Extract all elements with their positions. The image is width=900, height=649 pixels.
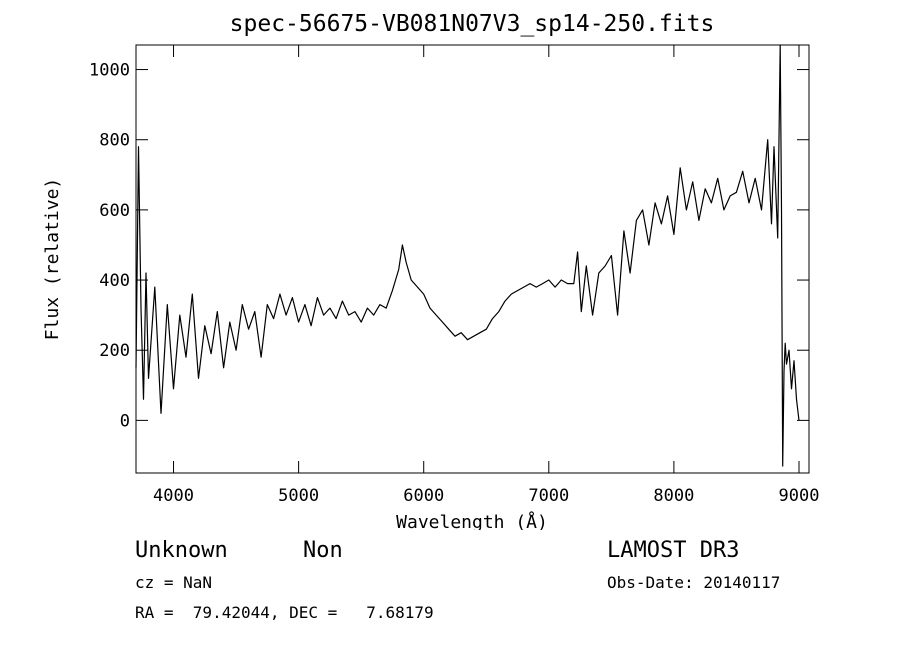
y-tick-label-1000: 1000 [89,61,130,81]
spectrum-plot: spec-56675-VB081N07V3_sp14-250.fits 4000… [42,11,819,530]
x-tick-label-5000: 5000 [278,486,319,506]
obs-date-label: Obs-Date: 20140117 [607,573,781,592]
y-tick-label-400: 400 [99,271,130,291]
x-axis-label: Wavelength (Å) [396,511,548,530]
y-tick-label-200: 200 [99,341,130,361]
y-tick-label-800: 800 [99,131,130,151]
x-tick-label-6000: 6000 [403,486,444,506]
chart-title: spec-56675-VB081N07V3_sp14-250.fits [230,11,715,37]
redshift-label: cz = NaN [135,573,213,592]
axis-tick-labels: 4000 5000 6000 7000 8000 9000 0 200 400 600 800 100… [89,61,819,506]
flux-series-line [135,44,800,467]
x-tick-label-4000: 4000 [153,486,194,506]
subclass-label: Non [303,538,343,563]
plot-frame [135,44,810,474]
axis-ticks [136,45,809,473]
x-tick-label-8000: 8000 [653,486,694,506]
object-class-label: Unknown [135,538,228,563]
coordinates-label: RA = 79.42044, DEC = 7.68179 [135,603,434,622]
x-tick-label-9000: 9000 [779,486,820,506]
survey-label: LAMOST DR3 [607,538,740,563]
y-axis-label: Flux (relative) [42,178,63,341]
y-tick-label-600: 600 [99,201,130,221]
y-tick-label-0: 0 [120,411,130,431]
x-tick-label-7000: 7000 [528,486,569,506]
